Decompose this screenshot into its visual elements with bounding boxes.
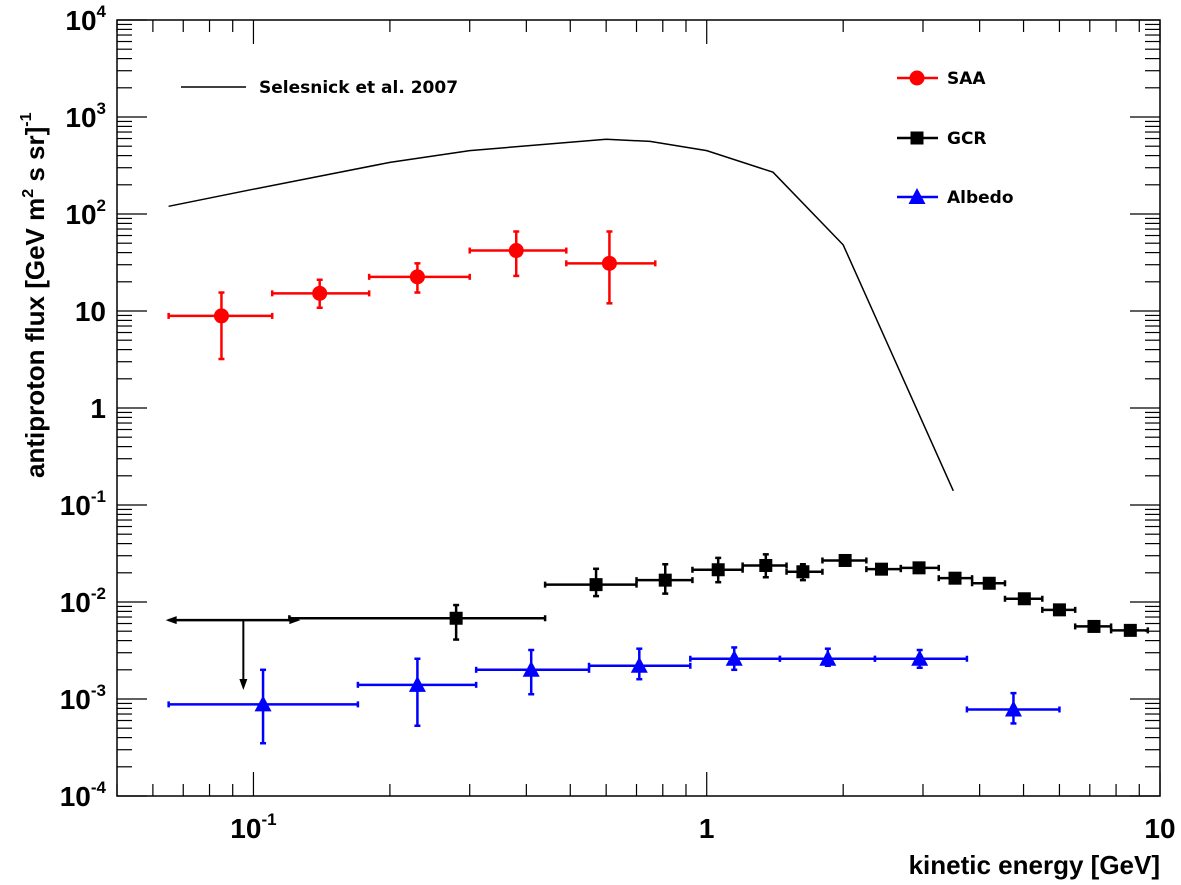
tick-labels: 10-1 1 10 10-4 10-3 10-2 10-1 1 10 102 103 104 (60, 2, 1176, 844)
saa-point (270, 278, 371, 310)
legend-label-saa: SAA (947, 69, 986, 89)
gcr-point (1073, 619, 1113, 633)
y-tick-label: 102 (65, 196, 106, 230)
gcr-series (165, 553, 1150, 690)
legend-entry-saa: SAA (897, 69, 986, 89)
gcr-marker (449, 611, 463, 625)
gcr-point (741, 553, 788, 579)
legend-label-albedo: Albedo (947, 188, 1014, 208)
albedo-point (689, 646, 782, 672)
gcr-point (899, 561, 940, 575)
gcr-point (543, 567, 638, 598)
gcr-point (865, 562, 903, 576)
gcr-point (821, 553, 868, 567)
albedo-point (356, 657, 478, 727)
albedo-marker (819, 649, 837, 666)
albedo-point (873, 648, 969, 669)
upper-limit-arrowhead-left (165, 616, 177, 625)
y-tick-label: 104 (65, 2, 106, 36)
albedo-point (778, 647, 877, 668)
legend-entry-gcr: GCR (897, 129, 987, 149)
saa-marker (601, 255, 617, 271)
legend-entry-albedo: Albedo (897, 188, 1014, 208)
albedo-series (167, 646, 1061, 745)
saa-marker (213, 308, 229, 324)
gcr-point (288, 603, 547, 641)
upper-limit-arrowhead-down (239, 678, 248, 690)
selesnick-curve (168, 138, 954, 492)
gcr-marker (875, 562, 889, 576)
legend-entry-selesnick: Selesnick et al. 2007 (181, 78, 458, 98)
albedo-marker (254, 695, 272, 712)
legend-marker-albedo (908, 188, 926, 204)
legend: Selesnick et al. 2007 SAA GCR Albedo (181, 69, 1014, 208)
gcr-marker (838, 553, 852, 567)
albedo-marker (725, 649, 743, 666)
legend-label-gcr: GCR (947, 129, 987, 149)
gcr-point (635, 563, 694, 595)
gcr-marker (711, 563, 725, 577)
albedo-marker (522, 660, 540, 677)
gcr-marker (589, 578, 603, 592)
y-tick-label: 10-1 (60, 487, 106, 521)
gcr-point (1109, 623, 1150, 637)
legend-label-selesnick: Selesnick et al. 2007 (259, 78, 458, 98)
y-tick-label: 1 (90, 393, 106, 424)
x-tick-label: 1 (699, 813, 715, 844)
albedo-point (587, 647, 692, 681)
albedo-point (167, 668, 360, 745)
gcr-marker (759, 558, 773, 572)
albedo-marker (408, 675, 426, 692)
albedo-marker (630, 656, 648, 673)
saa-point (367, 262, 471, 294)
gcr-point (970, 576, 1007, 590)
gcr-marker (1087, 619, 1101, 633)
albedo-point (474, 648, 591, 696)
albedo-marker (911, 649, 929, 666)
saa-point (167, 291, 274, 361)
legend-marker-gcr (910, 131, 924, 145)
saa-marker (508, 243, 524, 259)
gcr-point (937, 571, 974, 585)
gcr-marker (982, 576, 996, 590)
legend-marker-saa (909, 70, 925, 86)
gcr-marker (658, 573, 672, 587)
gcr-point (1003, 592, 1044, 606)
gcr-marker (1123, 623, 1137, 637)
y-axis-title: antiproton flux [GeV m2 s sr]-1 (18, 112, 50, 478)
y-tick-label: 10 (75, 296, 106, 327)
gcr-marker (912, 561, 926, 575)
gcr-marker (796, 565, 810, 579)
axis-ticks (116, 19, 1161, 797)
x-axis-title: kinetic energy [GeV] (909, 850, 1160, 880)
albedo-point (965, 691, 1061, 725)
gcr-marker (1052, 603, 1066, 617)
gcr-marker (1017, 592, 1031, 606)
data-series-layer (165, 230, 1150, 745)
albedo-marker (1004, 700, 1022, 717)
gcr-point (785, 563, 824, 582)
x-tick-label: 10-1 (230, 810, 276, 844)
gcr-marker (948, 571, 962, 585)
saa-marker (312, 285, 328, 301)
model-curve-layer (168, 138, 954, 492)
y-tick-label: 103 (65, 99, 106, 133)
gcr-point (691, 556, 744, 584)
y-tick-label: 10-4 (60, 778, 107, 812)
x-tick-label: 10 (1144, 813, 1175, 844)
y-tick-label: 10-2 (60, 584, 106, 618)
gcr-point (1041, 603, 1077, 617)
saa-series (167, 230, 657, 361)
saa-point (468, 230, 568, 278)
y-tick-label: 10-3 (60, 681, 106, 715)
saa-marker (409, 269, 425, 285)
saa-point (565, 230, 657, 305)
